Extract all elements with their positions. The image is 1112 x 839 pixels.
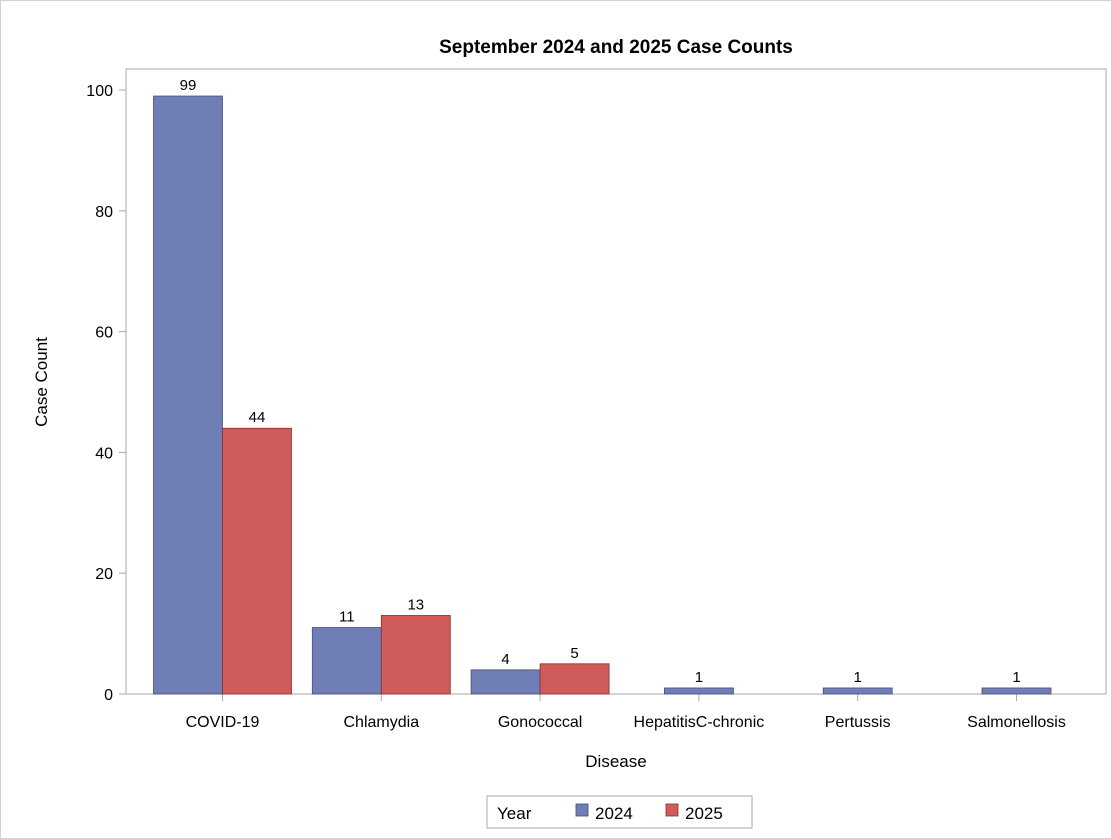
bar-2024-chlamydia: [312, 628, 381, 694]
data-label: 1: [695, 669, 703, 686]
x-axis: COVID-19 Chlamydia Gonococcal HepatitisC-ch…: [186, 694, 1066, 731]
data-label: 5: [570, 645, 578, 662]
bar-2024-pertussis: [823, 688, 892, 694]
data-label: 1: [854, 669, 862, 686]
legend-title: Year: [497, 804, 532, 823]
y-tick-label: 0: [104, 687, 113, 704]
y-tick-label: 100: [86, 83, 113, 100]
data-label: 44: [249, 409, 266, 426]
data-label: 1: [1012, 669, 1020, 686]
chart-title: September 2024 and 2025 Case Counts: [439, 37, 793, 58]
y-axis: 0 20 40 60 80 100: [86, 83, 126, 704]
bar-2024-covid-19: [154, 96, 223, 694]
data-label: 4: [501, 651, 509, 668]
legend-swatch-2024: [576, 804, 588, 816]
bar-2024-hepatitisc-chronic: [664, 688, 733, 694]
x-tick-label: COVID-19: [186, 714, 260, 731]
x-tick-label: Chlamydia: [344, 714, 420, 731]
legend: Year 2024 2025: [487, 796, 752, 828]
data-label: 11: [339, 609, 355, 626]
y-tick-label: 20: [95, 566, 113, 583]
bar-2024-gonococcal: [471, 670, 540, 694]
bar-2025-gonococcal: [540, 664, 609, 694]
bars-group: [154, 96, 1052, 694]
y-axis-label: Case Count: [32, 337, 51, 427]
bar-2025-chlamydia: [381, 615, 450, 694]
legend-label-2024: 2024: [595, 804, 633, 823]
data-label: 99: [180, 77, 197, 94]
x-tick-label: HepatitisC-chronic: [634, 714, 765, 731]
x-tick-label: Gonococcal: [498, 714, 583, 731]
y-tick-label: 80: [95, 204, 113, 221]
x-tick-label: Salmonellosis: [967, 714, 1066, 731]
legend-label-2025: 2025: [685, 804, 723, 823]
legend-swatch-2025: [666, 804, 678, 816]
data-label: 13: [407, 596, 424, 613]
x-axis-label: Disease: [585, 752, 646, 771]
y-tick-label: 40: [95, 445, 113, 462]
bar-2025-covid-19: [223, 428, 292, 694]
y-tick-label: 60: [95, 325, 113, 342]
x-tick-label: Pertussis: [825, 714, 891, 731]
bar-2024-salmonellosis: [982, 688, 1051, 694]
